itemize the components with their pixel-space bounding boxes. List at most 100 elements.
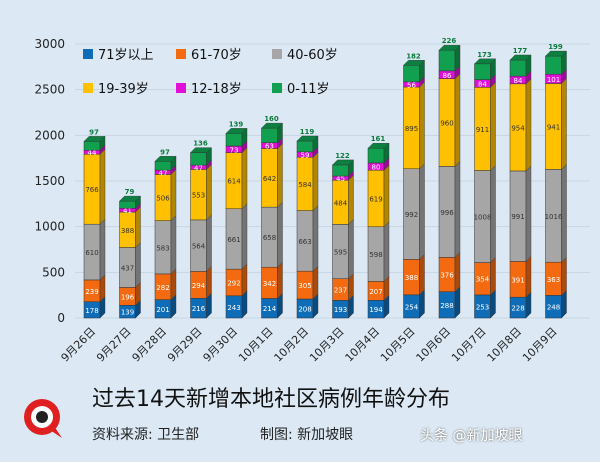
data-label: 177 [513,47,528,55]
bar-side [419,163,425,260]
bar-segment [225,133,243,147]
x-tick-label: 9月27日 [94,325,134,365]
data-label: 122 [335,152,350,160]
data-label: 305 [298,282,311,290]
bar-segment [83,141,101,151]
x-tick-label: 10月2日 [272,325,312,365]
bar-segment [367,147,385,164]
x-tick-label: 10月7日 [449,325,489,365]
bar-side [490,257,496,296]
data-label: 254 [405,303,419,311]
legend-swatch [176,49,186,59]
data-label: 208 [298,306,311,314]
bar-segment [154,161,172,171]
bar-side [206,163,212,221]
bar-side [277,261,283,299]
data-label: 248 [547,304,560,312]
bar-side [348,174,354,225]
data-label: 941 [547,123,560,131]
bar-segment [190,152,207,166]
data-label: 895 [405,125,418,133]
x-tick-label: 9月30日 [201,325,241,365]
data-label: 59 [301,152,310,160]
bar-side [383,164,390,228]
bar-side [170,215,177,275]
bar-segment [403,65,420,83]
bar-side [277,143,283,208]
data-label: 194 [369,306,383,314]
data-label: 911 [476,126,489,134]
bar-side [241,263,248,297]
bar-top [225,128,248,134]
data-label: 766 [85,186,99,194]
data-label: 73 [230,146,239,154]
data-label: 253 [476,303,489,311]
x-tick-label: 9月28日 [130,325,170,365]
legend-label: 40-60岁 [287,48,338,63]
legend-swatch [83,83,93,93]
data-label: 226 [442,37,457,45]
bar-side [348,218,354,280]
data-label: 84 [514,77,523,85]
data-label: 1016 [545,213,563,221]
data-label: 101 [547,76,560,84]
data-label: 294 [192,282,206,290]
bar-side [135,206,141,248]
data-label: 595 [334,249,347,257]
y-tick-label: 1500 [34,174,65,188]
credit-text: 制图: 新加坡眼 [260,427,354,443]
stacked-bar-chart: 0 500 1000 1500 2000 2500 3000 178 239 610 766 44 97… [34,37,590,365]
data-label: 354 [476,276,490,284]
x-tick-label: 10月8日 [485,325,525,365]
x-tick-label: 9月29日 [165,325,205,365]
data-label: 79 [125,188,135,196]
data-label: 610 [85,249,98,257]
bar-side [241,147,248,210]
bar-top [190,147,212,153]
data-label: 237 [334,287,347,295]
y-tick-label: 2500 [34,83,65,97]
bar-side [525,255,532,298]
data-label: 228 [511,305,524,313]
data-label: 954 [511,124,525,132]
data-label: 614 [227,178,241,186]
data-label: 960 [440,120,453,128]
data-label: 139 [229,120,244,128]
data-label: 216 [192,305,206,313]
logo [20,392,70,442]
bar-top [296,135,319,142]
data-label: 658 [263,234,276,242]
bar-segment [261,127,278,143]
bar-side [241,203,248,270]
data-label: 661 [227,236,240,244]
bar-segment [296,140,314,153]
data-label: 173 [477,51,492,59]
x-tick-label: 10月4日 [343,325,383,365]
data-label: 86 [443,72,452,80]
y-tick-label: 1000 [34,220,65,234]
data-label: 84 [478,80,487,88]
bar-side [312,205,319,272]
data-label: 47 [159,169,168,177]
bar-side [383,221,390,282]
bar-top [154,156,177,162]
data-label: 388 [121,227,134,235]
data-label: 178 [85,307,98,315]
data-label: 996 [440,209,454,217]
bar-top [332,159,354,166]
data-label: 564 [192,243,206,251]
y-tick-label: 0 [57,311,65,325]
legend-swatch [272,49,282,59]
bar-side [277,201,283,268]
source-text: 资料来源: 卫生部 [92,427,200,443]
bar-top [83,136,106,142]
data-label: 598 [369,251,382,259]
legend-label: 61-70岁 [191,48,242,63]
bar-top [119,195,141,202]
bar-segment [438,49,456,72]
data-label: 584 [298,181,312,189]
data-label: 44 [88,149,97,157]
legend-label: 19-39岁 [98,82,149,97]
data-label: 583 [156,244,169,252]
legend-label: 71岁以上 [98,48,154,63]
